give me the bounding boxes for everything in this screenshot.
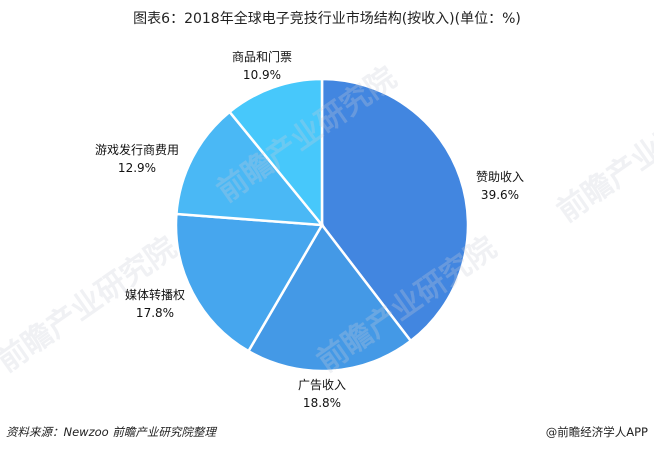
label-percent: 18.8% <box>302 396 342 410</box>
label-name: 商品和门票 <box>231 50 293 64</box>
label-name: 游戏发行商费用 <box>94 143 180 157</box>
label-name: 赞助收入 <box>475 170 525 184</box>
label-name: 广告收入 <box>297 378 347 392</box>
slice-merch-tickets <box>227 77 324 229</box>
label-merch-tickets: 商品和门票 10.9% <box>232 48 292 84</box>
label-publisher-fees: 游戏发行商费用 12.9% <box>95 141 179 177</box>
label-percent: 17.8% <box>135 306 175 320</box>
slice-media-rights <box>174 212 325 353</box>
label-sponsorship: 赞助收入 39.6% <box>476 168 524 204</box>
source-note: 资料来源：Newzoo 前瞻产业研究院整理 <box>6 425 216 439</box>
label-percent: 10.9% <box>242 68 282 82</box>
slice-sponsorship <box>320 77 470 343</box>
label-name: 媒体转播权 <box>124 288 186 302</box>
pie-slices <box>174 77 470 373</box>
label-percent: 39.6% <box>480 188 520 202</box>
label-advertising: 广告收入 18.8% <box>298 376 346 412</box>
credit-note: @前瞻经济学人APP <box>545 425 648 439</box>
label-percent: 12.9% <box>117 161 157 175</box>
chart-title: 图表6：2018年全球电子竞技行业市场结构(按收入)(单位：%) <box>133 11 521 27</box>
slice-publisher-fees <box>175 110 325 227</box>
label-media-rights: 媒体转播权 17.8% <box>125 286 185 322</box>
slice-advertising <box>246 222 413 373</box>
